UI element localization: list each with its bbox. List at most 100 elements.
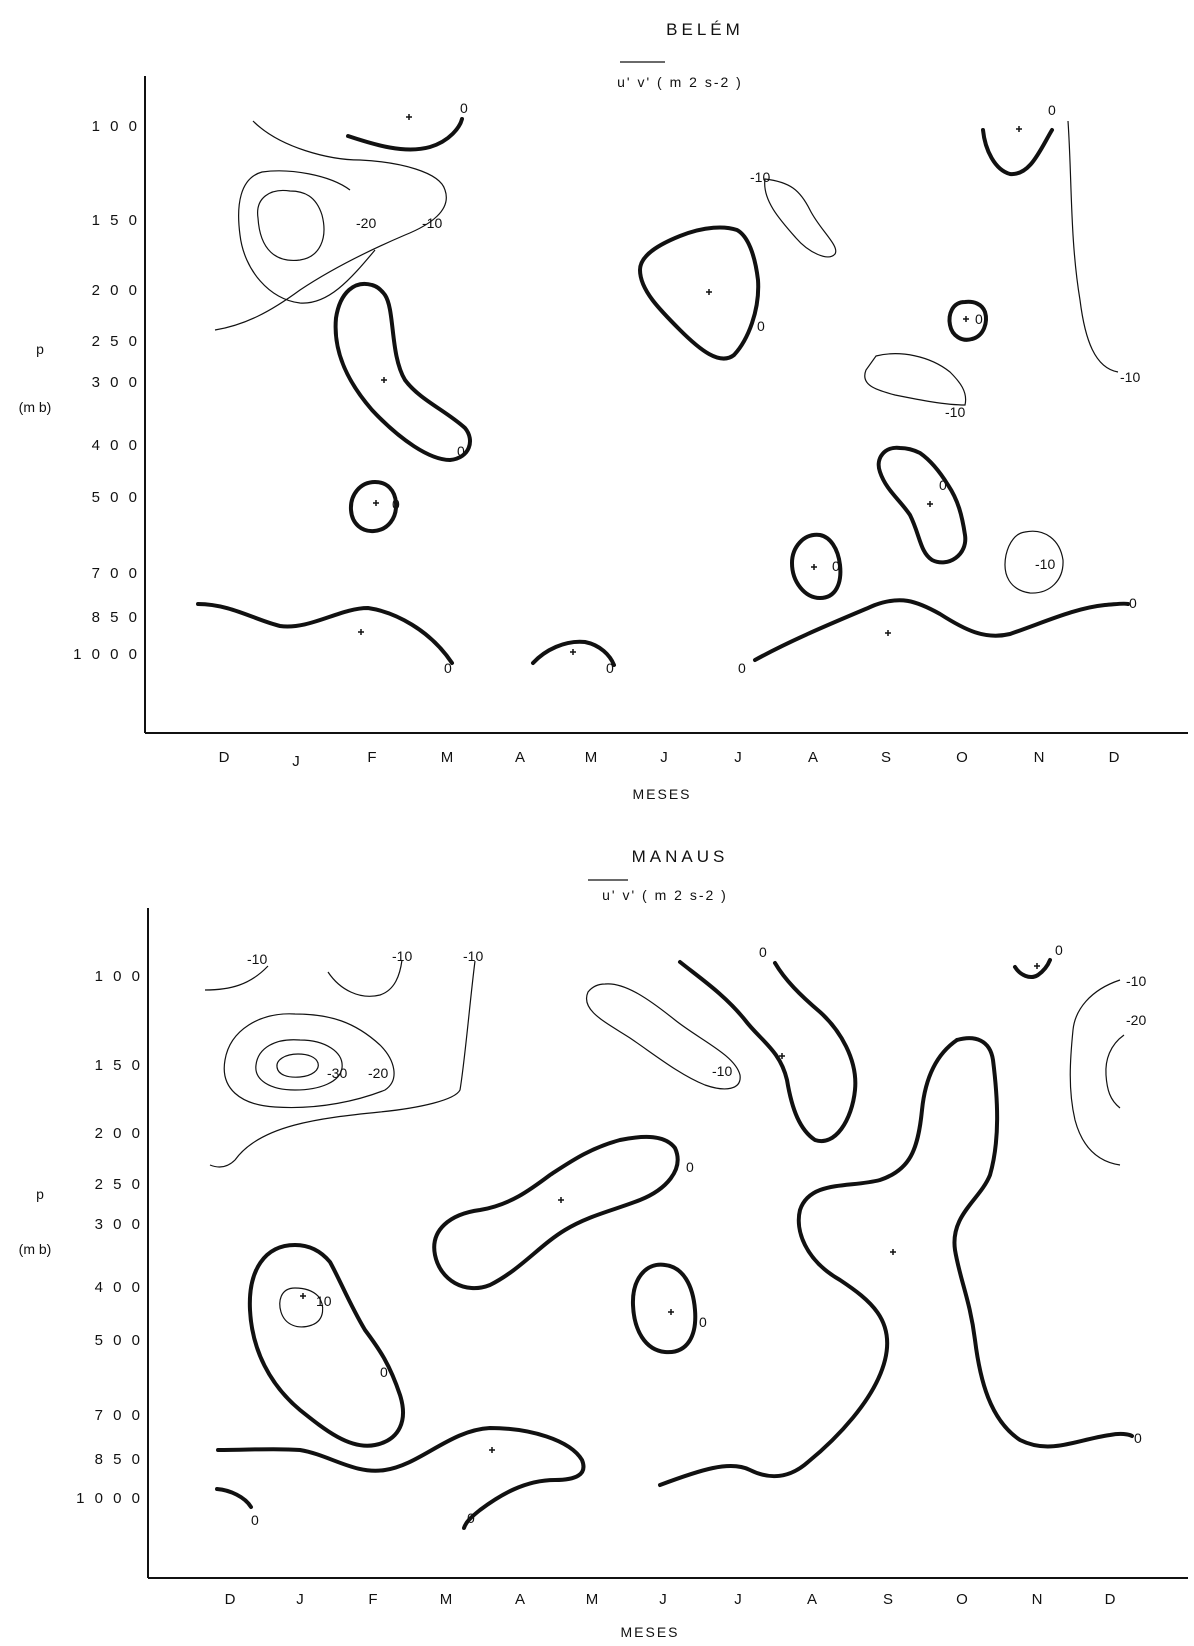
contour-label: -10 xyxy=(1126,973,1146,989)
x-tick: F xyxy=(367,749,376,766)
belem-panel: BELÉM u' v' ( m 2 s-2 ) 1 0 0 1 5 0 2 0 … xyxy=(19,20,1188,802)
contour-label: -10 xyxy=(1120,369,1140,385)
zero-contour xyxy=(1013,958,1052,979)
y-tick: 1 0 0 xyxy=(92,118,140,135)
y-tick: 2 0 0 xyxy=(92,282,140,299)
zero-contour xyxy=(876,445,968,565)
contour-label: -30 xyxy=(327,1065,347,1081)
zero-contour xyxy=(638,225,761,361)
contour-line xyxy=(279,1287,324,1328)
zero-contour xyxy=(432,1134,680,1291)
plus-marker xyxy=(558,1197,564,1203)
plus-marker xyxy=(1016,126,1022,132)
contour-label: 10 xyxy=(316,1293,332,1309)
plus-marker xyxy=(406,114,412,120)
plus-marker xyxy=(1034,963,1040,969)
contour-label: -10 xyxy=(392,948,412,964)
contour-label: 0 xyxy=(380,1364,388,1380)
contour-label: -10 xyxy=(247,951,267,967)
plus-marker xyxy=(811,564,817,570)
contour-labels: 0 -20 -10 -10 0 0 -10 0 -10 0 0 0 -10 0 … xyxy=(356,100,1140,676)
plus-marker xyxy=(381,377,387,383)
x-tick: N xyxy=(1034,749,1045,766)
contour-line xyxy=(1004,530,1064,594)
contour-label: 0 xyxy=(686,1159,694,1175)
contour-line xyxy=(276,1053,319,1078)
contour-label: 0 xyxy=(832,558,840,574)
x-tick: A xyxy=(515,1591,525,1608)
zero-contour xyxy=(215,1487,253,1509)
y-tick: 5 0 0 xyxy=(95,1332,143,1349)
x-tick: J xyxy=(659,1591,667,1608)
contour-label: 0 xyxy=(444,660,452,676)
zero-contour xyxy=(346,117,464,152)
y-tick: 1 0 0 0 xyxy=(73,646,140,663)
x-tick: N xyxy=(1032,1591,1043,1608)
y-tick: 4 0 0 xyxy=(95,1279,143,1296)
chart-title: BELÉM xyxy=(666,20,744,39)
contour-line xyxy=(214,120,447,331)
plus-marker xyxy=(706,289,712,295)
contour-line xyxy=(1069,979,1121,1166)
y-tick: 8 5 0 xyxy=(92,609,140,626)
contour-label: 0 xyxy=(975,311,983,327)
y-ticks: 1 0 0 1 5 0 2 0 0 2 5 0 3 0 0 4 0 0 5 0 … xyxy=(76,968,143,1507)
plus-marker xyxy=(489,1447,495,1453)
y-axis-label: (m b) xyxy=(19,1241,52,1257)
contour-line xyxy=(257,189,325,262)
zero-contour xyxy=(531,639,616,667)
x-tick: F xyxy=(368,1591,377,1608)
x-tick: M xyxy=(440,1591,453,1608)
contour-label: 0 xyxy=(457,443,465,459)
contour-line xyxy=(327,959,403,997)
y-tick: 5 0 0 xyxy=(92,489,140,506)
y-tick: 2 5 0 xyxy=(95,1176,143,1193)
zero-contour xyxy=(678,960,858,1144)
contour-label: -20 xyxy=(356,215,376,231)
y-tick: 7 0 0 xyxy=(92,565,140,582)
x-tick: S xyxy=(881,749,891,766)
contour-line xyxy=(204,965,269,991)
contour-label: -10 xyxy=(712,1063,732,1079)
y-tick: 1 0 0 xyxy=(95,968,143,985)
contour-line xyxy=(764,178,837,258)
contour-label: 0 xyxy=(757,318,765,334)
contour-label: 0 xyxy=(1048,102,1056,118)
contour-line xyxy=(223,1013,395,1109)
plus-marker xyxy=(963,316,969,322)
x-tick: M xyxy=(586,1591,599,1608)
plus-marker xyxy=(779,1053,785,1059)
contour-line xyxy=(864,353,967,406)
contour-label: 0 xyxy=(392,496,400,512)
x-axis-label: MESES xyxy=(632,786,691,802)
chart-subtitle: u' v' ( m 2 s-2 ) xyxy=(602,887,728,903)
x-tick: M xyxy=(441,749,454,766)
contour-line xyxy=(1105,1034,1125,1109)
x-tick: S xyxy=(883,1591,893,1608)
contour-label: 0 xyxy=(1129,595,1137,611)
contour-line xyxy=(238,170,376,304)
contour-label: 0 xyxy=(699,1314,707,1330)
zero-contour xyxy=(216,1426,586,1530)
x-tick: D xyxy=(1105,1591,1116,1608)
zero-contour xyxy=(630,1262,698,1355)
x-tick: A xyxy=(808,749,818,766)
contour-line xyxy=(1067,120,1119,373)
x-tick: D xyxy=(219,749,230,766)
contour-label: -10 xyxy=(945,404,965,420)
zero-contour xyxy=(753,598,1130,662)
contour-label: 0 xyxy=(759,944,767,960)
y-tick: 2 0 0 xyxy=(95,1125,143,1142)
contour-label: -20 xyxy=(1126,1012,1146,1028)
y-tick: 1 5 0 xyxy=(95,1057,143,1074)
contour-label: -10 xyxy=(1035,556,1055,572)
zero-contour xyxy=(247,1243,405,1448)
plus-marker xyxy=(668,1309,674,1315)
zero-contour xyxy=(348,480,399,534)
x-tick: O xyxy=(956,749,968,766)
y-tick: 3 0 0 xyxy=(92,374,140,391)
manaus-panel: MANAUS u' v' ( m 2 s-2 ) 1 0 0 1 5 0 2 0… xyxy=(19,847,1188,1640)
contour-label: 0 xyxy=(1055,942,1063,958)
contour-label: 0 xyxy=(939,477,947,493)
contour-label: -20 xyxy=(368,1065,388,1081)
